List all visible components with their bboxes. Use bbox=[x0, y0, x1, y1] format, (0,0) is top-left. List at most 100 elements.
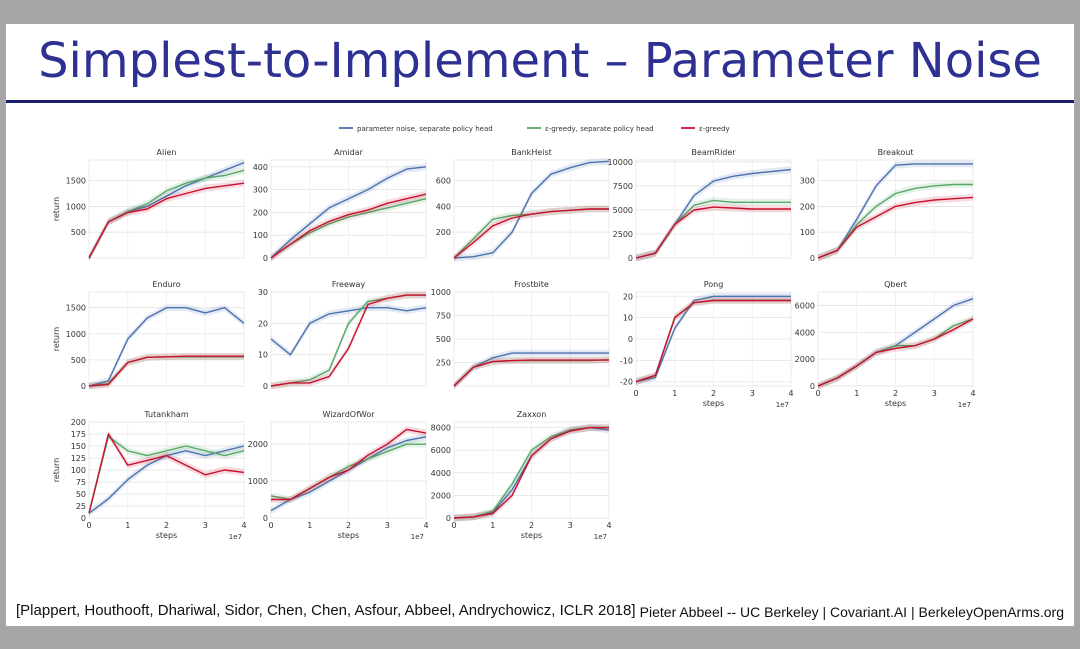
subplot-title: Amidar bbox=[334, 148, 363, 157]
series-band bbox=[818, 194, 973, 262]
subplot-title: WizardOfWor bbox=[322, 410, 375, 419]
x-tick-label: 4 bbox=[606, 521, 611, 530]
x-tick-label: 4 bbox=[970, 389, 975, 398]
y-tick-label: 20 bbox=[258, 319, 268, 328]
series-line bbox=[270, 294, 426, 387]
y-tick-label: 300 bbox=[253, 186, 268, 195]
y-tick-label: 125 bbox=[71, 454, 86, 463]
legend-label: ε-greedy bbox=[699, 125, 730, 133]
y-tick-label: 150 bbox=[71, 442, 86, 451]
y-tick-label: 500 bbox=[71, 356, 86, 365]
y-tick-label: 175 bbox=[71, 430, 86, 439]
slide-title: Simplest-to-Implement – Parameter Noise bbox=[38, 33, 1042, 89]
y-tick-label: 0 bbox=[263, 254, 268, 263]
subplot-frostbite bbox=[453, 291, 610, 390]
x-tick-label: 3 bbox=[568, 521, 573, 530]
y-tick-label: 10 bbox=[623, 314, 633, 323]
x-tick-label: 1 bbox=[490, 521, 495, 530]
subplot-title: Zaxxon bbox=[517, 410, 547, 419]
subplot-qbert bbox=[817, 291, 974, 390]
y-tick-label: 0 bbox=[263, 382, 268, 391]
series-band bbox=[818, 315, 973, 390]
series-line bbox=[88, 435, 245, 514]
subplot-title: Frostbite bbox=[514, 280, 549, 289]
x-axis-label: steps bbox=[521, 531, 542, 540]
x-axis-label: steps bbox=[156, 531, 177, 540]
y-tick-label: 200 bbox=[800, 202, 815, 211]
subplot-enduro bbox=[88, 291, 245, 390]
y-tick-label: 10000 bbox=[608, 158, 633, 167]
subplot-tutankham bbox=[88, 421, 245, 519]
x-axis-label: steps bbox=[338, 531, 359, 540]
series-band bbox=[89, 304, 244, 390]
x-exponent-label: 1e7 bbox=[411, 533, 424, 541]
series-line bbox=[635, 299, 791, 383]
y-tick-label: 50 bbox=[76, 490, 86, 499]
legend-label: parameter noise, separate policy head bbox=[357, 125, 493, 133]
subplot-title: Tutankham bbox=[143, 410, 188, 419]
x-tick-label: 4 bbox=[788, 389, 793, 398]
y-tick-label: 1500 bbox=[66, 177, 86, 186]
subplot-title: Enduro bbox=[152, 280, 180, 289]
y-tick-label: -20 bbox=[620, 378, 633, 387]
y-tick-label: 2500 bbox=[613, 230, 633, 239]
series-line bbox=[453, 160, 610, 259]
subplot-bankheist bbox=[453, 157, 610, 262]
y-tick-label: 2000 bbox=[795, 355, 815, 364]
series-line bbox=[271, 428, 427, 501]
series-line bbox=[817, 318, 974, 387]
series-line bbox=[635, 295, 791, 383]
y-tick-label: 8000 bbox=[431, 424, 451, 433]
series-line bbox=[817, 196, 974, 259]
x-exponent-label: 1e7 bbox=[594, 533, 607, 541]
citation: [Plappert, Houthooft, Dhariwal, Sidor, C… bbox=[16, 602, 636, 619]
y-tick-label: 0 bbox=[446, 514, 451, 523]
y-tick-label: 75 bbox=[76, 478, 86, 487]
series-line bbox=[88, 433, 245, 514]
subplot-title: Alien bbox=[157, 148, 177, 157]
x-tick-label: 3 bbox=[203, 521, 208, 530]
x-tick-label: 3 bbox=[932, 389, 937, 398]
subplot-alien bbox=[88, 159, 245, 262]
series-line bbox=[635, 206, 791, 259]
y-tick-label: 400 bbox=[253, 163, 268, 172]
y-tick-label: 600 bbox=[436, 177, 451, 186]
x-tick-label: 0 bbox=[815, 389, 820, 398]
subplot-title: Qbert bbox=[884, 280, 907, 289]
series-band bbox=[89, 179, 244, 262]
x-tick-label: 3 bbox=[385, 521, 390, 530]
x-tick-label: 2 bbox=[529, 521, 534, 530]
series-line bbox=[453, 352, 609, 387]
x-tick-label: 2 bbox=[893, 389, 898, 398]
subplot-zaxxon bbox=[453, 421, 610, 522]
chart-grid: parameter noise, separate policy head ε-g… bbox=[52, 125, 976, 541]
subplot-beamrider bbox=[635, 159, 792, 262]
x-tick-label: 0 bbox=[633, 389, 638, 398]
x-exponent-label: 1e7 bbox=[776, 401, 789, 409]
series-band bbox=[89, 433, 244, 517]
y-tick-label: 0 bbox=[810, 254, 815, 263]
series-band bbox=[636, 166, 791, 262]
y-tick-label: 200 bbox=[253, 208, 268, 217]
subplot-title: Breakout bbox=[878, 148, 914, 157]
subplot-title: Pong bbox=[704, 280, 724, 289]
legend-label: ε-greedy, separate policy head bbox=[545, 125, 654, 133]
x-axis-label: steps bbox=[703, 399, 724, 408]
y-tick-label: 7500 bbox=[613, 182, 633, 191]
series-band bbox=[818, 181, 973, 262]
x-axis-label: steps bbox=[885, 399, 906, 408]
y-tick-label: 6000 bbox=[431, 446, 451, 455]
subplot-pong bbox=[635, 291, 792, 387]
x-exponent-label: 1e7 bbox=[958, 401, 971, 409]
series-band bbox=[454, 356, 609, 390]
series-band bbox=[636, 293, 791, 385]
y-axis-label: return bbox=[52, 327, 61, 351]
series-band bbox=[89, 166, 244, 262]
series-line bbox=[453, 208, 609, 259]
series-line bbox=[270, 307, 427, 356]
subplot-breakout bbox=[817, 159, 974, 262]
series-line bbox=[88, 182, 245, 259]
x-tick-label: 1 bbox=[672, 389, 677, 398]
series-line bbox=[270, 166, 427, 259]
x-exponent-label: 1e7 bbox=[229, 533, 242, 541]
